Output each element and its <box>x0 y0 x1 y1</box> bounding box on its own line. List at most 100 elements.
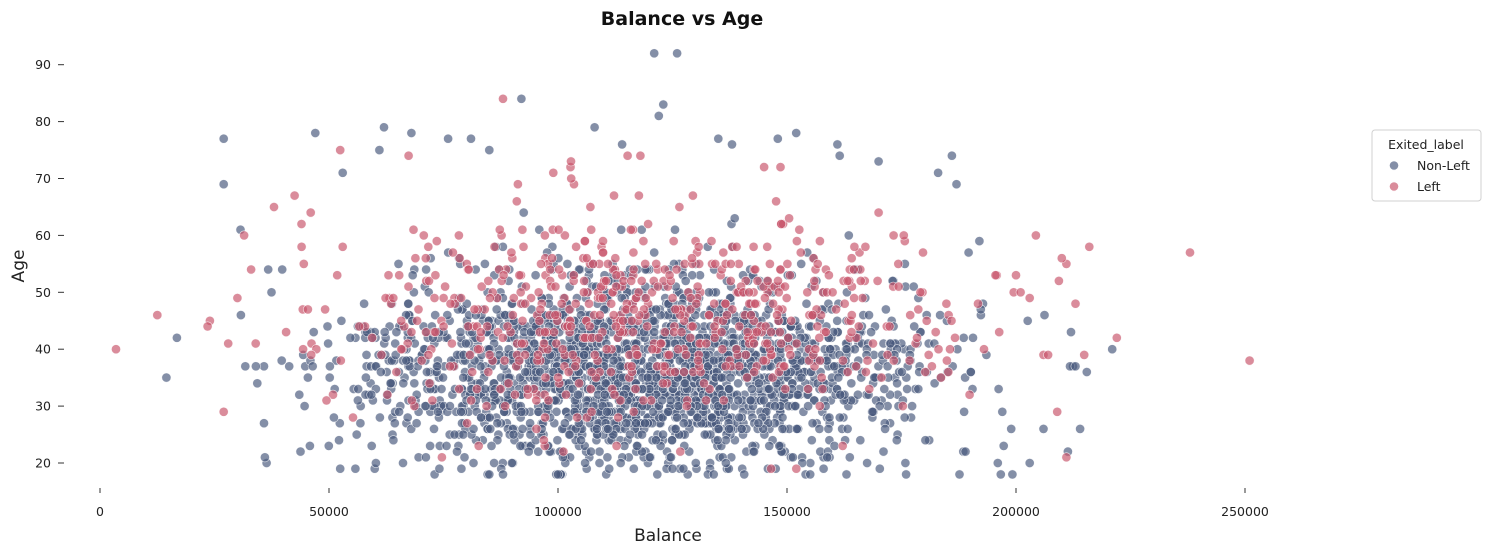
point-non-left <box>402 412 413 423</box>
point-non-left <box>1107 344 1118 355</box>
point-left <box>550 310 561 320</box>
point-non-left <box>734 412 745 423</box>
point-left <box>296 241 307 252</box>
y-tick-label: 80 <box>35 114 51 129</box>
point-left <box>945 344 955 355</box>
point-non-left <box>791 423 802 434</box>
point-non-left <box>733 395 744 406</box>
point-non-left <box>672 412 682 423</box>
point-non-left <box>443 133 453 144</box>
point-left <box>497 332 508 343</box>
point-left <box>860 241 871 252</box>
point-non-left <box>965 367 976 377</box>
point-left <box>513 179 523 190</box>
point-left <box>539 338 549 349</box>
point-left <box>744 287 754 298</box>
point-non-left <box>432 406 443 417</box>
point-non-left <box>594 458 605 468</box>
point-left <box>302 304 313 315</box>
point-left <box>734 321 745 332</box>
point-left <box>905 310 916 320</box>
point-left <box>574 378 584 389</box>
point-left <box>473 440 484 451</box>
point-left <box>814 401 825 411</box>
point-left <box>816 372 827 383</box>
point-left <box>638 236 649 246</box>
point-left <box>640 258 651 269</box>
point-non-left <box>708 355 719 366</box>
point-left <box>1244 355 1255 366</box>
point-non-left <box>909 321 920 332</box>
point-left <box>613 412 624 423</box>
point-left <box>298 258 309 269</box>
legend-marker <box>1389 160 1399 171</box>
point-non-left <box>525 429 536 440</box>
point-non-left <box>753 418 764 429</box>
point-left <box>601 275 611 286</box>
point-left <box>784 213 794 224</box>
point-left <box>337 241 348 252</box>
point-non-left <box>425 440 435 451</box>
point-non-left <box>796 258 807 269</box>
point-left <box>517 224 528 235</box>
point-non-left <box>874 463 885 474</box>
point-non-left <box>900 458 911 468</box>
point-left <box>412 315 422 326</box>
point-left <box>709 321 720 332</box>
point-left <box>394 270 405 281</box>
point-left <box>382 389 393 400</box>
point-left <box>632 349 642 360</box>
point-non-left <box>294 389 305 400</box>
point-non-left <box>724 384 734 394</box>
point-left <box>864 384 875 394</box>
point-non-left <box>252 378 263 389</box>
point-non-left <box>441 440 452 451</box>
point-non-left <box>161 372 172 383</box>
point-left <box>709 332 720 343</box>
point-non-left <box>902 384 912 394</box>
point-non-left <box>880 423 890 434</box>
point-non-left <box>484 412 495 423</box>
point-non-left <box>579 349 589 360</box>
point-left <box>658 378 668 389</box>
point-left <box>786 315 797 326</box>
point-left <box>780 281 790 292</box>
point-non-left <box>589 122 600 133</box>
point-left <box>430 327 441 337</box>
point-non-left <box>616 224 627 235</box>
point-non-left <box>599 389 610 400</box>
point-left <box>660 327 670 337</box>
point-non-left <box>530 270 541 281</box>
point-left <box>1079 349 1090 360</box>
point-non-left <box>489 389 500 400</box>
point-left <box>685 332 696 343</box>
point-non-left <box>444 401 455 411</box>
point-non-left <box>841 469 852 480</box>
point-left <box>849 241 860 252</box>
point-left <box>626 315 637 326</box>
point-left <box>655 338 666 349</box>
point-left <box>643 219 653 229</box>
point-left <box>664 270 675 281</box>
point-left <box>418 230 429 241</box>
point-left <box>202 321 213 332</box>
point-non-left <box>670 423 681 434</box>
point-left <box>912 332 922 343</box>
point-left <box>520 298 531 309</box>
point-left <box>1015 287 1026 298</box>
point-left <box>888 230 899 241</box>
point-non-left <box>997 406 1008 417</box>
point-non-left <box>533 406 544 417</box>
y-tick-label: 60 <box>35 228 51 243</box>
point-left <box>467 367 478 377</box>
point-left <box>539 327 550 337</box>
point-left <box>564 304 575 315</box>
point-non-left <box>621 418 632 429</box>
point-non-left <box>704 287 714 298</box>
y-axis: 20 30 40 50 60 70 80 90 <box>35 57 64 471</box>
point-left <box>647 287 657 298</box>
y-tick-label: 20 <box>35 456 51 471</box>
point-non-left <box>764 384 774 394</box>
point-left <box>659 361 670 372</box>
point-non-left <box>604 463 615 474</box>
